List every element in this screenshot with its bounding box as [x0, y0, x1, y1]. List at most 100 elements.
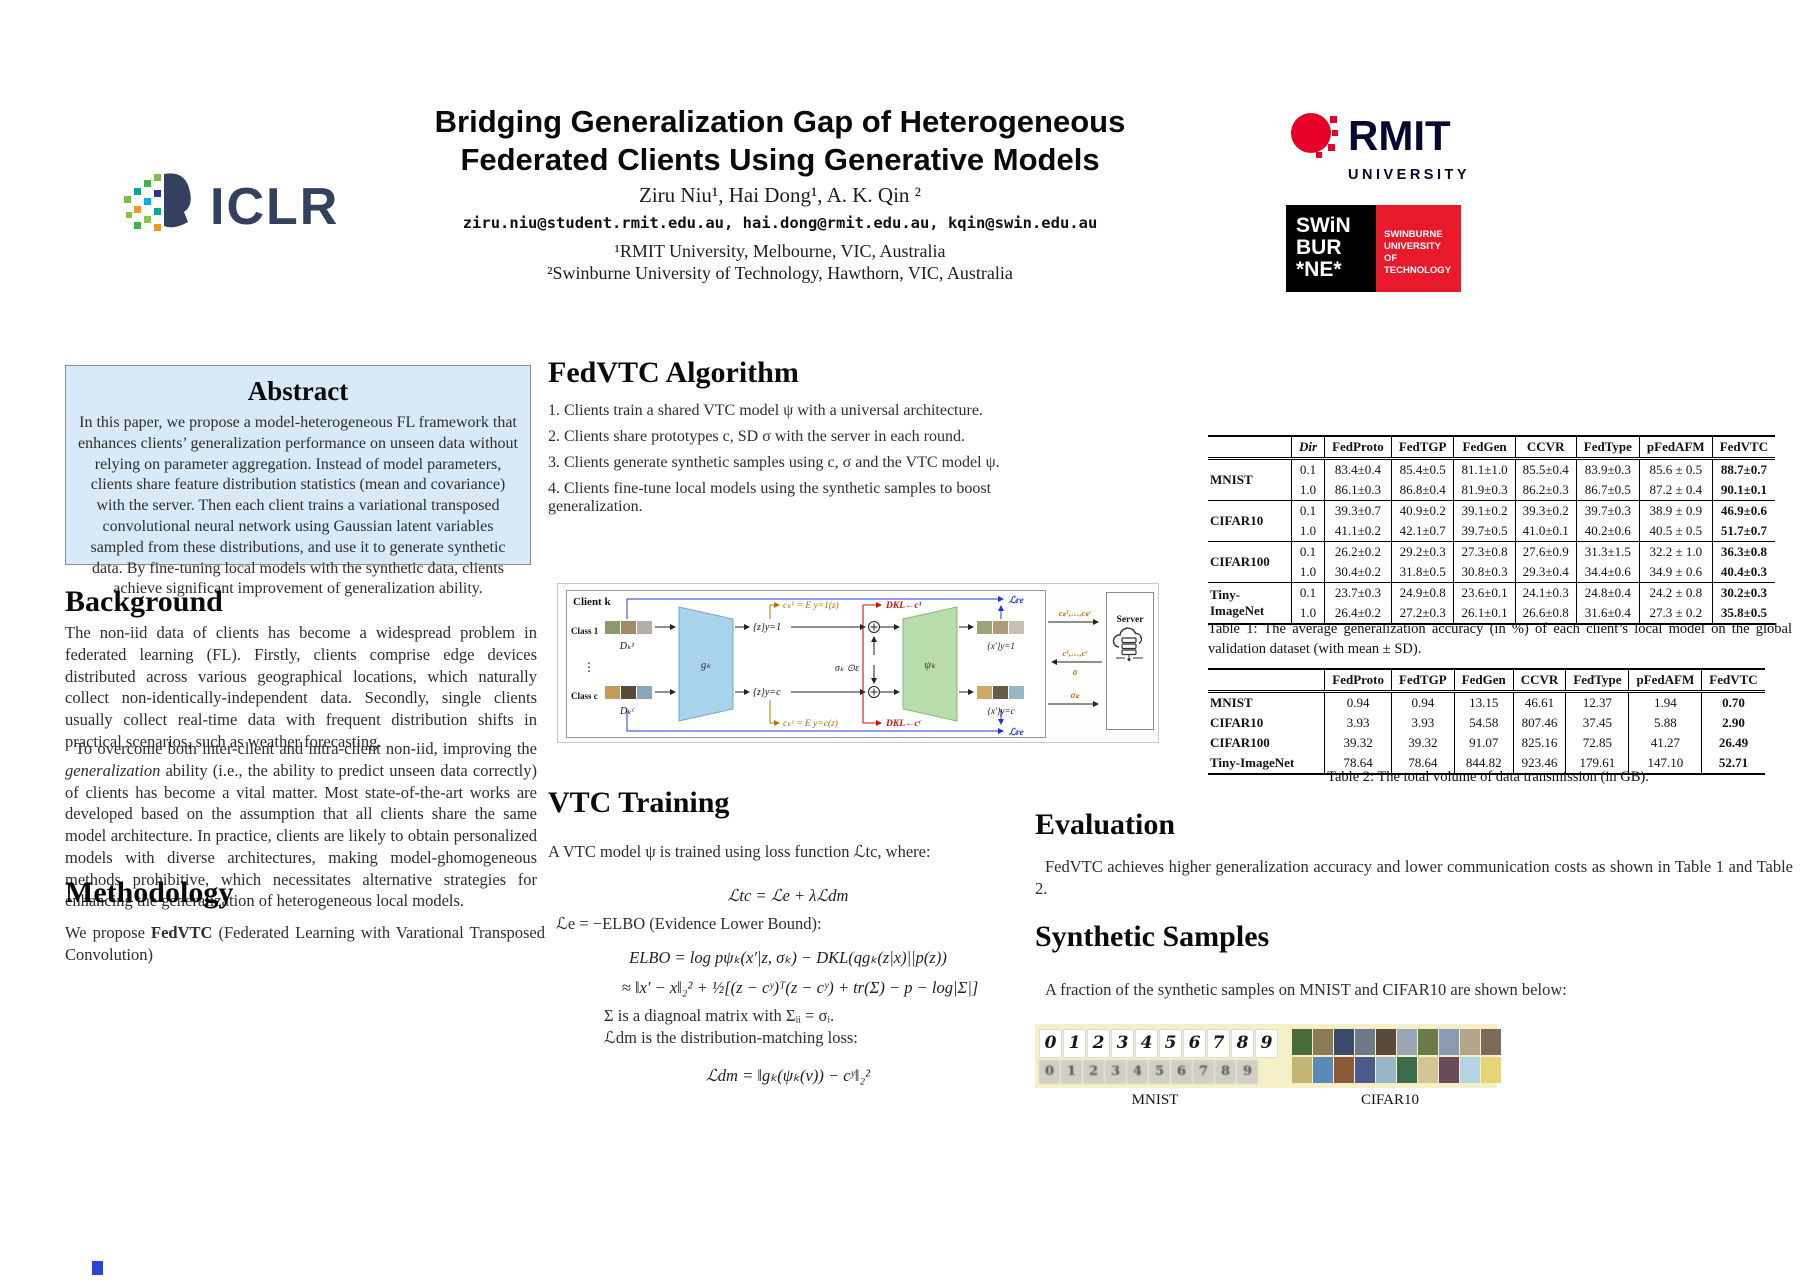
msg-prototypes-up: cₖ¹,…,cₖᶜ — [1059, 608, 1092, 618]
table2-col-header: FedProto — [1324, 669, 1392, 692]
table1-cell: 23.6±0.1 — [1453, 582, 1516, 603]
client-diagram: Client k Class 1 ⋮ Class c Dₖ¹ Dₖᶜ gₖ {z… — [571, 595, 1025, 738]
algorithm-steps: Clients train a shared VTC model ψ with … — [548, 402, 1028, 524]
table2-cell: 179.61 — [1565, 753, 1629, 774]
table2-header: FedProto FedTGP FedGen CCVR FedType pFedAFM Fe… — [1208, 669, 1765, 692]
table1-cell: 29.3±0.4 — [1514, 562, 1577, 583]
cifar-image-sample — [1376, 1029, 1396, 1055]
table2-cell: 3.93 — [1391, 713, 1455, 733]
table2-col-header — [1208, 669, 1325, 692]
methodology-pre: We propose — [65, 923, 151, 942]
mnist-digit-sample: 3 — [1111, 1028, 1134, 1058]
swinburne-wordmark: SWiN BUR *NE* — [1286, 205, 1376, 292]
note-sigma: Σ is a diagnoal matrix with Σᵢᵢ = σᵢ. — [604, 1006, 835, 1025]
swin-line3: *NE* — [1296, 258, 1342, 281]
mnist-synthetic-digit-sample: 6 — [1171, 1059, 1192, 1084]
table1-cell: 26.4±0.2 — [1324, 603, 1392, 624]
cifar-image-sample — [1355, 1057, 1375, 1083]
table2-cell: 12.37 — [1565, 691, 1629, 713]
methodology-heading: Methodology — [65, 876, 234, 909]
cifar-image-sample — [1439, 1029, 1459, 1055]
table1-cell: 86.2±0.3 — [1514, 480, 1577, 501]
mnist-synthetic-digit-sample: 1 — [1061, 1059, 1082, 1084]
methodology-bold: FedVTC — [151, 923, 213, 942]
table2-cell: 54.58 — [1453, 713, 1514, 733]
table1-row: Tiny-ImageNet 0.1 23.7±0.3 24.9±0.8 23.6±0.1… — [1208, 582, 1776, 618]
mnist-digit-sample: 8 — [1231, 1028, 1254, 1058]
table1-cell: 81.9±0.3 — [1453, 480, 1516, 501]
table1-dataset-label: MNIST — [1210, 472, 1253, 487]
cifar-image-sample — [1418, 1057, 1438, 1083]
table1-cell: 27.3±0.8 — [1453, 541, 1516, 562]
mnist-digit-sample: 2 — [1087, 1028, 1110, 1058]
table2-body: MNIST 0.94 0.94 13.15 46.61 12.37 1.94 0.70 CIFA… — [1208, 691, 1765, 774]
table1-row: 1.0 30.4±0.2 31.8±0.5 30.8±0.3 29.3±0.4 34.4±… — [1208, 562, 1776, 583]
table1-cell: 41.0±0.1 — [1514, 521, 1577, 542]
server-label: Server — [1116, 615, 1144, 625]
table2-cell: 78.64 — [1324, 753, 1392, 774]
class1-label: Class 1 — [571, 626, 599, 636]
page-title: Bridging Generalization Gap of Heterogen… — [330, 103, 1230, 179]
table1-dir-value: 0.1 — [1290, 500, 1325, 521]
table1-dir-value: 0.1 — [1290, 458, 1325, 480]
methodology-text: We propose FedVTC (Federated Learning wi… — [65, 922, 545, 966]
table1-col-header: pFedAFM — [1638, 436, 1713, 459]
swin-line2: BUR — [1296, 236, 1342, 259]
lre-top-label: ℒre — [1009, 595, 1025, 606]
page-corner-mark — [92, 1261, 103, 1275]
cifar-samples-row1 — [1292, 1029, 1501, 1055]
cifar-image-sample — [1460, 1029, 1480, 1055]
mnist-synthetic-digit-sample: 5 — [1149, 1059, 1170, 1084]
table1-cell: 40.2±0.6 — [1575, 521, 1640, 542]
table2-cell: 1.94 — [1628, 691, 1702, 713]
table1-dir-value: 1.0 — [1290, 480, 1325, 501]
abstract-box: Abstract In this paper, we propose a mod… — [65, 365, 531, 597]
c1-equation: cₖ¹ = E y=1(z) — [783, 600, 839, 611]
table1-cell: 31.3±1.5 — [1575, 541, 1640, 562]
table1-cell: 88.7±0.7 — [1711, 458, 1776, 480]
table1-header: Dir FedProto FedTGP FedGen CCVR FedType pFedAF… — [1208, 436, 1776, 459]
mnist-synthetic-digit-sample: 4 — [1127, 1059, 1148, 1084]
background-para1: The non-iid data of clients has become a… — [65, 623, 537, 751]
table2-row: Tiny-ImageNet 78.64 78.64 844.82 923.46 179.6… — [1208, 753, 1765, 774]
table1-dataset-label: Tiny-ImageNet — [1210, 587, 1265, 618]
table1-dir-value: 0.1 — [1290, 582, 1325, 603]
cifar-image-sample — [1460, 1057, 1480, 1083]
table1-cell: 90.1±0.1 — [1711, 480, 1776, 501]
table2-col-header: CCVR — [1512, 669, 1566, 692]
table2-cell: 2.90 — [1701, 713, 1765, 733]
input-samples-classc — [605, 686, 652, 699]
classc-label: Class c — [571, 691, 598, 701]
swinburne-logo: SWiN BUR *NE* SWINBURNE UNIVERSITY OF TE… — [1286, 205, 1461, 292]
table1-row: CIFAR100 0.1 26.2±0.2 29.2±0.3 27.3±0.8 27.6±… — [1208, 541, 1776, 569]
output-samples-classc — [977, 686, 1024, 699]
encoder-trapezoid — [678, 606, 734, 722]
table1-row: MNIST 0.1 83.4±0.4 85.4±0.5 81.1±1.0 85.5±0.4… — [1208, 458, 1776, 487]
cc-equation: cₖᶜ = E y=c(z) — [783, 718, 838, 729]
table1-row: CIFAR10 0.1 39.3±0.7 40.9±0.2 39.1±0.2 39.3±0… — [1208, 500, 1776, 528]
msg-sigma-up: σₖ — [1071, 690, 1081, 700]
cifar-samples-row2 — [1292, 1057, 1501, 1083]
rmit-logo: RMIT UNIVERSITY — [1286, 106, 1467, 183]
table1-cell: 39.3±0.2 — [1514, 500, 1577, 521]
table1-cell: 51.7±0.7 — [1711, 521, 1776, 542]
mnist-strip-label: MNIST — [1131, 1092, 1179, 1108]
synthetic-samples-text: A fraction of the synthetic samples on M… — [1045, 980, 1567, 999]
table2-cell: 72.85 — [1565, 733, 1629, 753]
table2-cell: 844.82 — [1453, 753, 1514, 774]
vtc-intro: A VTC model ψ is trained using loss func… — [548, 842, 931, 861]
cifar-image-sample — [1418, 1029, 1438, 1055]
table1-cell: 81.1±1.0 — [1453, 458, 1516, 480]
table2-cell: 39.32 — [1324, 733, 1392, 753]
rmit-logo-text: RMIT — [1348, 111, 1451, 159]
table1-col-header: FedType — [1575, 436, 1640, 459]
mnist-synthetic-digit-sample: 8 — [1215, 1059, 1236, 1084]
table1-cell: 86.7±0.5 — [1575, 480, 1640, 501]
table1-cell: 83.4±0.4 — [1324, 458, 1392, 480]
class-dots: ⋮ — [583, 660, 595, 674]
table1-cell: 38.9 ± 0.9 — [1638, 500, 1713, 521]
server-cloud-icon — [1112, 627, 1148, 667]
